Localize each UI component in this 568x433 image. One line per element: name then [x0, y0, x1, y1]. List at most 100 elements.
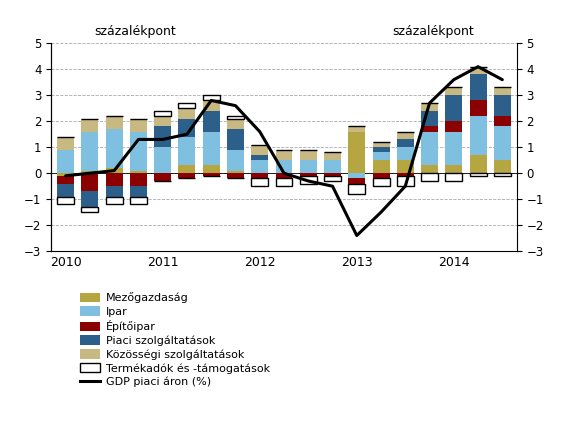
Bar — [227, 171, 244, 173]
Bar — [275, 160, 293, 173]
Bar — [421, 173, 438, 181]
Bar — [324, 160, 341, 173]
Bar — [494, 87, 511, 95]
Bar — [275, 173, 293, 178]
Bar — [227, 129, 244, 150]
Bar — [130, 173, 147, 186]
Bar — [324, 152, 341, 160]
Bar — [421, 126, 438, 132]
Bar — [81, 207, 98, 212]
Bar — [227, 119, 244, 129]
Bar — [373, 178, 390, 186]
Bar — [81, 173, 98, 191]
Bar — [348, 173, 365, 178]
Bar — [106, 197, 123, 204]
Bar — [154, 111, 171, 116]
Bar — [178, 103, 195, 108]
Bar — [57, 150, 74, 173]
Bar — [397, 160, 414, 173]
Bar — [470, 100, 487, 116]
Bar — [154, 126, 171, 147]
Bar — [494, 95, 511, 116]
Bar — [227, 150, 244, 171]
Bar — [397, 139, 414, 147]
Bar — [397, 173, 414, 176]
Bar — [130, 119, 147, 132]
Bar — [203, 132, 220, 165]
Bar — [275, 150, 293, 160]
Bar — [227, 173, 244, 178]
Bar — [445, 87, 462, 95]
Bar — [106, 186, 123, 197]
Bar — [203, 100, 220, 111]
Bar — [251, 160, 268, 173]
Bar — [470, 67, 487, 74]
Bar — [445, 165, 462, 173]
Bar — [445, 121, 462, 132]
Bar — [421, 103, 438, 111]
Bar — [397, 176, 414, 186]
Bar — [178, 119, 195, 137]
Bar — [81, 132, 98, 171]
Bar — [178, 108, 195, 119]
Legend: Mezőgazdaság, Ipar, Építőipar, Piaci szolgáltatások, Közösségi szolgáltatások, T: Mezőgazdaság, Ipar, Építőipar, Piaci szo… — [80, 292, 270, 388]
Bar — [251, 173, 268, 178]
Bar — [373, 173, 390, 178]
Text: százalékpont: százalékpont — [392, 25, 474, 38]
Bar — [203, 111, 220, 132]
Bar — [300, 173, 317, 176]
Bar — [470, 173, 487, 176]
Bar — [494, 173, 511, 176]
Bar — [421, 132, 438, 165]
Bar — [203, 95, 220, 100]
Bar — [494, 126, 511, 160]
Bar — [203, 165, 220, 173]
Bar — [154, 116, 171, 126]
Bar — [348, 126, 365, 132]
Bar — [275, 178, 293, 186]
Bar — [130, 132, 147, 171]
Bar — [251, 145, 268, 155]
Bar — [57, 197, 74, 204]
Bar — [324, 176, 341, 181]
Bar — [106, 116, 123, 129]
Bar — [154, 173, 171, 181]
Bar — [324, 173, 341, 176]
Bar — [106, 168, 123, 173]
Bar — [300, 150, 317, 160]
Bar — [130, 186, 147, 197]
Bar — [300, 176, 317, 184]
Bar — [57, 184, 74, 197]
Bar — [251, 155, 268, 160]
Bar — [178, 165, 195, 173]
Bar — [470, 116, 487, 155]
Bar — [203, 173, 220, 176]
Bar — [178, 137, 195, 165]
Bar — [373, 152, 390, 160]
Bar — [373, 147, 390, 152]
Bar — [348, 184, 365, 194]
Bar — [397, 132, 414, 139]
Bar — [348, 132, 365, 173]
Bar — [130, 171, 147, 173]
Bar — [81, 191, 98, 207]
Bar — [445, 132, 462, 165]
Bar — [373, 142, 390, 147]
Bar — [81, 119, 98, 132]
Bar — [470, 155, 487, 173]
Bar — [106, 173, 123, 186]
Bar — [397, 147, 414, 160]
Text: százalékpont: százalékpont — [94, 25, 176, 38]
Bar — [494, 160, 511, 173]
Bar — [300, 160, 317, 173]
Bar — [421, 111, 438, 126]
Bar — [470, 74, 487, 100]
Bar — [57, 176, 74, 184]
Bar — [373, 160, 390, 173]
Bar — [130, 197, 147, 204]
Bar — [154, 147, 171, 173]
Bar — [348, 178, 365, 184]
Bar — [57, 137, 74, 150]
Bar — [178, 173, 195, 178]
Bar — [445, 173, 462, 181]
